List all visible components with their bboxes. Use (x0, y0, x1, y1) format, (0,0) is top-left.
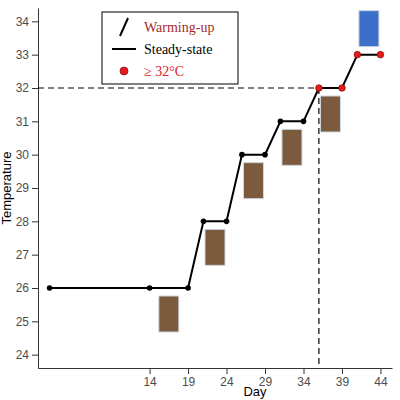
photo (243, 163, 263, 199)
point (278, 119, 284, 125)
tick: 26 (16, 281, 38, 295)
photo (205, 229, 225, 265)
tick-label: 24 (220, 375, 234, 389)
tick-mark (265, 368, 266, 374)
line (50, 55, 381, 288)
tick: 31 (16, 115, 38, 129)
tick-mark (32, 288, 38, 289)
tick-label: 31 (16, 115, 30, 129)
tick-mark (380, 368, 381, 374)
tick-label: 34 (16, 15, 30, 29)
point (377, 51, 384, 58)
point (301, 119, 307, 125)
tick-mark (150, 368, 151, 374)
marks (38, 51, 384, 368)
tick: 24 (220, 368, 234, 389)
tick-mark (32, 55, 38, 56)
point (239, 152, 245, 158)
tick-label: 39 (336, 375, 350, 389)
axis-line (39, 368, 393, 369)
tick: 28 (16, 215, 38, 229)
threshold-horizontal (38, 87, 319, 88)
point (316, 85, 323, 92)
threshold-vertical (318, 88, 319, 368)
point (339, 85, 346, 92)
legend: Warming-up Steady-state ≥ 32°C (102, 12, 238, 84)
legend-label: ≥ 32°C (144, 64, 184, 79)
chart: 141924293439442425262728293031323334DayT… (0, 0, 400, 400)
x-axis-title: Day (243, 384, 267, 399)
tick-mark (342, 368, 343, 374)
tick-mark (32, 121, 38, 122)
legend-symbol (112, 48, 136, 50)
legend-label: Warming-up (144, 20, 214, 35)
tick-mark (32, 321, 38, 322)
tick: 27 (16, 248, 38, 262)
tick-label: 44 (374, 375, 388, 389)
tick-label: 14 (143, 375, 157, 389)
tick-label: 32 (16, 81, 30, 95)
tick-label: 34 (297, 375, 311, 389)
tick-label: 26 (16, 281, 30, 295)
tick-mark (32, 155, 38, 156)
y-axis: 24 25 26 27 28 29 30 31 32 33 34 (16, 9, 39, 369)
tick: 44 (374, 368, 388, 389)
photo (320, 96, 340, 132)
point (201, 219, 207, 225)
tick-mark (32, 88, 38, 89)
tick: 34 (297, 368, 311, 389)
point (185, 285, 191, 291)
tick-mark (32, 255, 38, 256)
tick: 25 (16, 315, 38, 329)
tick-label: 25 (16, 315, 30, 329)
legend-box (102, 12, 238, 84)
legend-symbol (120, 67, 128, 75)
point (47, 285, 53, 291)
point (354, 51, 361, 58)
tick: 29 (16, 181, 38, 195)
tick: 19 (182, 368, 196, 389)
legend-label: Steady-state (144, 42, 212, 57)
tick: 33 (16, 48, 38, 62)
photo (359, 11, 379, 47)
legend-symbol (120, 18, 128, 36)
tick-label: 29 (16, 181, 30, 195)
tick-mark (304, 368, 305, 374)
tick: 14 (143, 368, 157, 389)
tick: 24 (16, 348, 38, 362)
tick-label: 27 (16, 248, 30, 262)
tick-mark (32, 21, 38, 22)
tick: 34 (16, 15, 38, 29)
y-axis-title: Temperature (0, 152, 14, 225)
tick-mark (32, 221, 38, 222)
tick-mark (32, 355, 38, 356)
tick-mark (32, 188, 38, 189)
tick-mark (227, 368, 228, 374)
photo (159, 296, 179, 332)
tick-label: 24 (16, 348, 30, 362)
photo (282, 129, 302, 165)
point (224, 219, 230, 225)
point (147, 285, 153, 291)
tick: 39 (336, 368, 350, 389)
axis-line (38, 9, 39, 369)
tick: 30 (16, 148, 38, 162)
tick: 32 (16, 81, 38, 95)
tick-mark (188, 368, 189, 374)
tick-label: 30 (16, 148, 30, 162)
point (262, 152, 268, 158)
plot: 14 19 24 29 34 39 44 24 25 26 27 28 29 30 31 32 33 34 (16, 9, 393, 389)
x-axis: 14192429343944 (39, 368, 393, 389)
tick-label: 19 (182, 375, 196, 389)
tick-label: 33 (16, 48, 30, 62)
tick-label: 28 (16, 215, 30, 229)
